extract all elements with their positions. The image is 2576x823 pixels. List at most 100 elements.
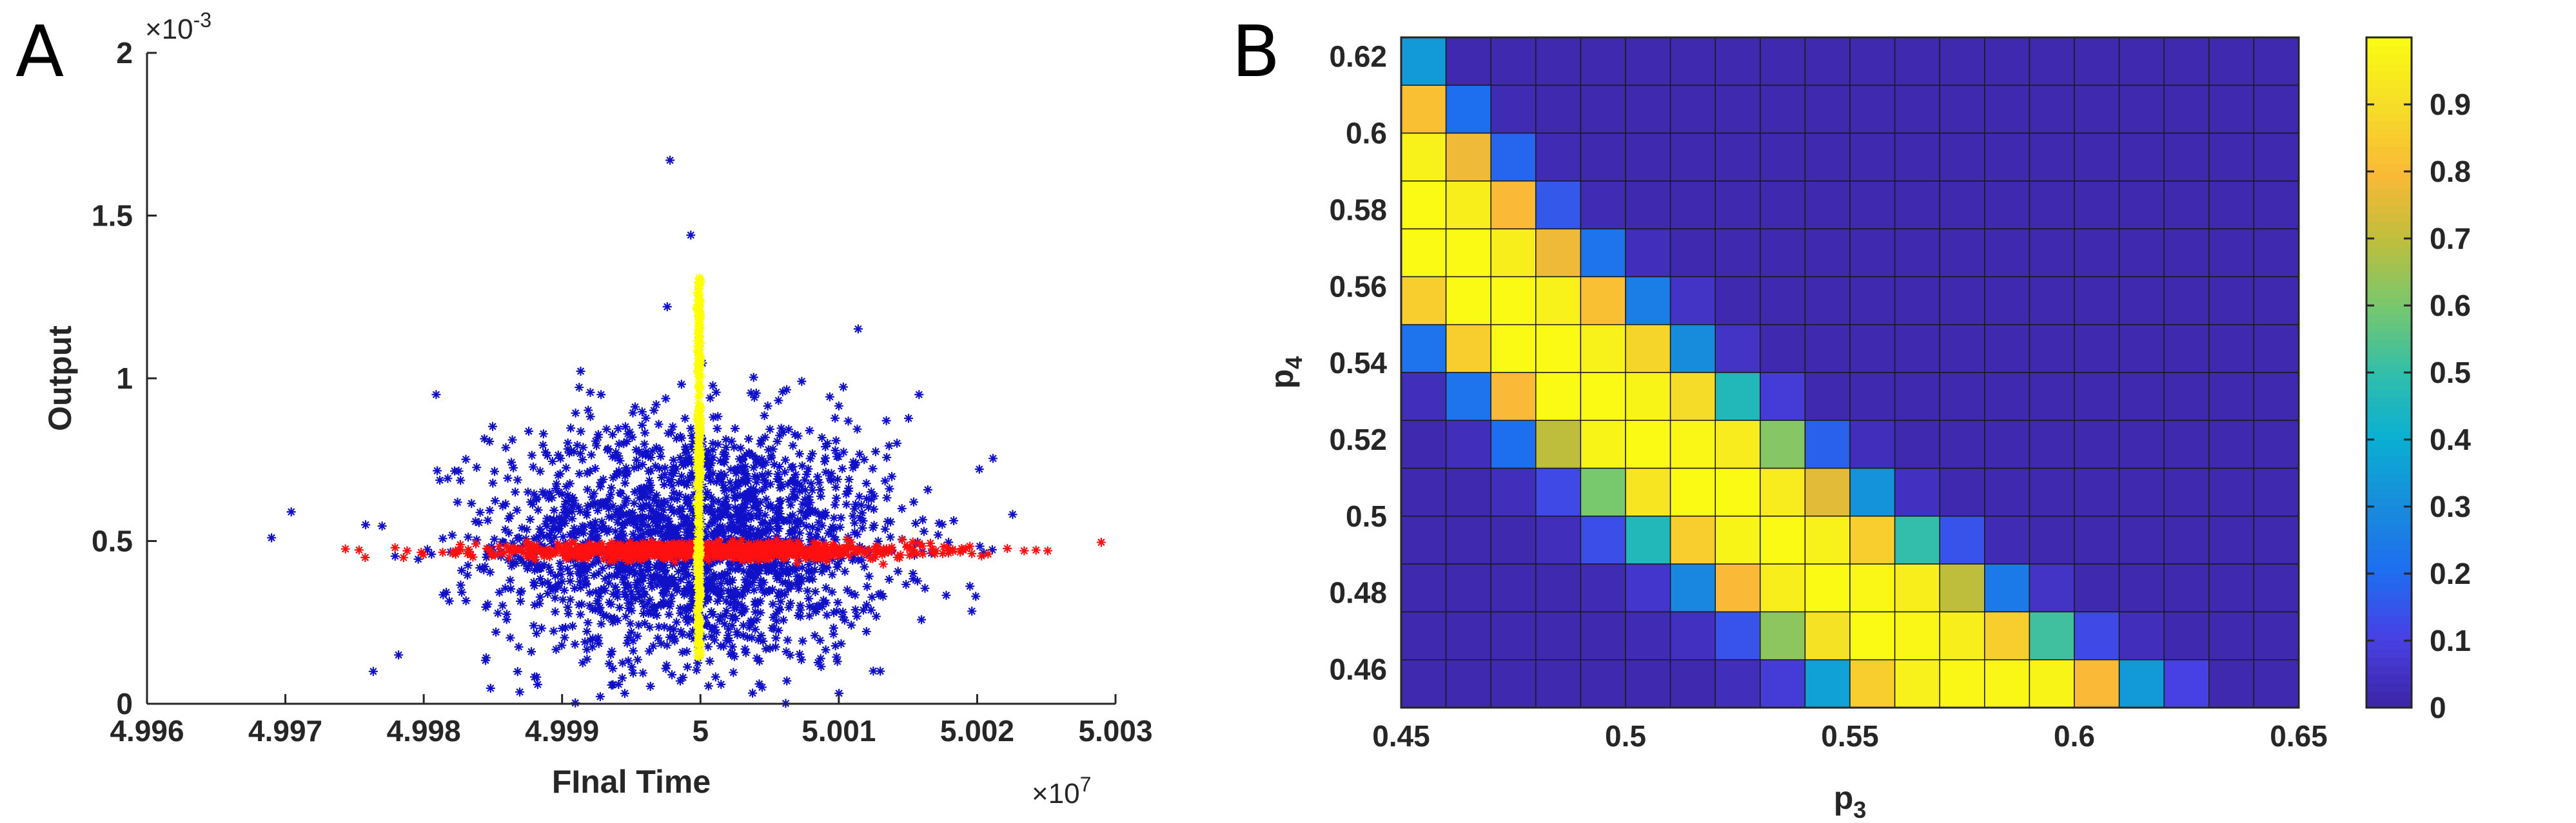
- blue-point: [688, 626, 698, 636]
- blue-point: [880, 476, 890, 486]
- heatmap-cell: [2208, 324, 2255, 373]
- colorbar-segment: [2366, 440, 2412, 449]
- red-point: [584, 539, 594, 548]
- blue-point: [633, 632, 642, 641]
- blue-point: [863, 502, 873, 512]
- blue-point: [621, 583, 631, 593]
- colorbar-tick-label: 0: [2430, 691, 2446, 724]
- colorbar-ticks: 00.10.20.30.40.50.60.70.80.9: [2366, 88, 2471, 724]
- y-tick-label: 0.6: [1346, 117, 1387, 150]
- blue-point: [649, 610, 658, 619]
- blue-point: [684, 630, 694, 640]
- blue-point: [504, 528, 514, 537]
- blue-point: [557, 623, 567, 633]
- blue-point: [908, 568, 918, 578]
- blue-point: [835, 523, 845, 532]
- blue-point: [796, 572, 806, 582]
- heatmap-cell: [1760, 37, 1806, 86]
- red-point: [744, 552, 754, 561]
- blue-point: [619, 577, 629, 587]
- blue-point: [604, 494, 614, 503]
- heatmap-cell: [1625, 611, 1671, 661]
- yellow-point: [695, 416, 705, 425]
- blue-point: [515, 687, 525, 697]
- blue-point: [729, 668, 738, 677]
- blue-point: [805, 602, 814, 612]
- yellow-point: [694, 470, 704, 480]
- heatmap-cell: [1401, 420, 1447, 469]
- y-tick-label: 0.58: [1329, 193, 1387, 226]
- blue-point: [645, 623, 654, 632]
- blue-point: [536, 527, 546, 537]
- heatmap-cell: [2208, 276, 2255, 325]
- blue-point: [612, 505, 622, 515]
- blue-point: [749, 463, 758, 472]
- heatmap-cell: [1401, 276, 1447, 325]
- blue-point: [503, 473, 513, 483]
- blue-point: [892, 438, 902, 448]
- heatmap-cells: [1401, 37, 2299, 708]
- blue-point: [598, 521, 608, 530]
- red-point: [793, 537, 803, 547]
- red-point: [558, 545, 568, 555]
- blue-point: [805, 454, 815, 463]
- red-point: [776, 548, 786, 558]
- blue-point: [709, 412, 718, 422]
- blue-point: [526, 498, 536, 507]
- blue-point: [579, 558, 589, 568]
- red-point: [808, 553, 818, 563]
- blue-point: [774, 462, 784, 472]
- blue-point: [530, 565, 540, 575]
- heatmap-cell: [2029, 563, 2075, 613]
- blue-point: [530, 600, 540, 610]
- colorbar-segment: [2366, 272, 2412, 281]
- heatmap-cell: [1849, 372, 1896, 421]
- blue-point: [454, 467, 464, 476]
- blue-point: [770, 557, 780, 566]
- blue-point: [710, 513, 720, 523]
- blue-point: [613, 587, 622, 597]
- blue-point: [721, 536, 731, 545]
- colorbar-segment: [2366, 364, 2412, 373]
- blue-point: [748, 503, 758, 512]
- blue-point: [568, 621, 578, 631]
- blue-point: [647, 583, 657, 592]
- blue-point: [772, 616, 782, 626]
- heatmap-cell: [2118, 180, 2165, 229]
- blue-point: [613, 570, 622, 580]
- heatmap-cell: [2208, 228, 2255, 278]
- blue-point: [743, 586, 752, 595]
- colorbar-segment: [2366, 657, 2412, 666]
- blue-point: [855, 513, 865, 523]
- colorbar-segment: [2366, 255, 2412, 264]
- blue-point: [557, 490, 567, 499]
- heatmap-cell: [1580, 132, 1626, 182]
- blue-point: [524, 427, 533, 436]
- blue-point: [684, 578, 694, 588]
- blue-point: [500, 525, 510, 534]
- colorbar: [2366, 37, 2412, 708]
- heatmap-cell: [2118, 420, 2165, 469]
- blue-point: [717, 510, 727, 519]
- blue-point: [667, 505, 677, 515]
- blue-point: [740, 451, 749, 461]
- heatmap-cell: [1625, 372, 1671, 421]
- blue-point: [657, 510, 667, 519]
- red-point: [772, 535, 782, 545]
- red-point: [682, 545, 691, 555]
- heatmap-cell: [2208, 132, 2255, 182]
- heatmap-cell: [1625, 324, 1671, 373]
- blue-point: [784, 494, 794, 504]
- blue-point: [734, 564, 743, 574]
- blue-point: [794, 610, 803, 620]
- blue-point: [707, 458, 716, 468]
- blue-point: [665, 624, 675, 634]
- heatmap-cell: [1849, 37, 1896, 86]
- heatmap-cell: [1804, 420, 1851, 469]
- blue-point: [716, 472, 726, 481]
- blue-point: [507, 435, 517, 445]
- red-point: [464, 545, 473, 554]
- blue-point: [795, 487, 805, 496]
- heatmap-cell: [1490, 659, 1537, 708]
- colorbar-segment: [2366, 297, 2412, 306]
